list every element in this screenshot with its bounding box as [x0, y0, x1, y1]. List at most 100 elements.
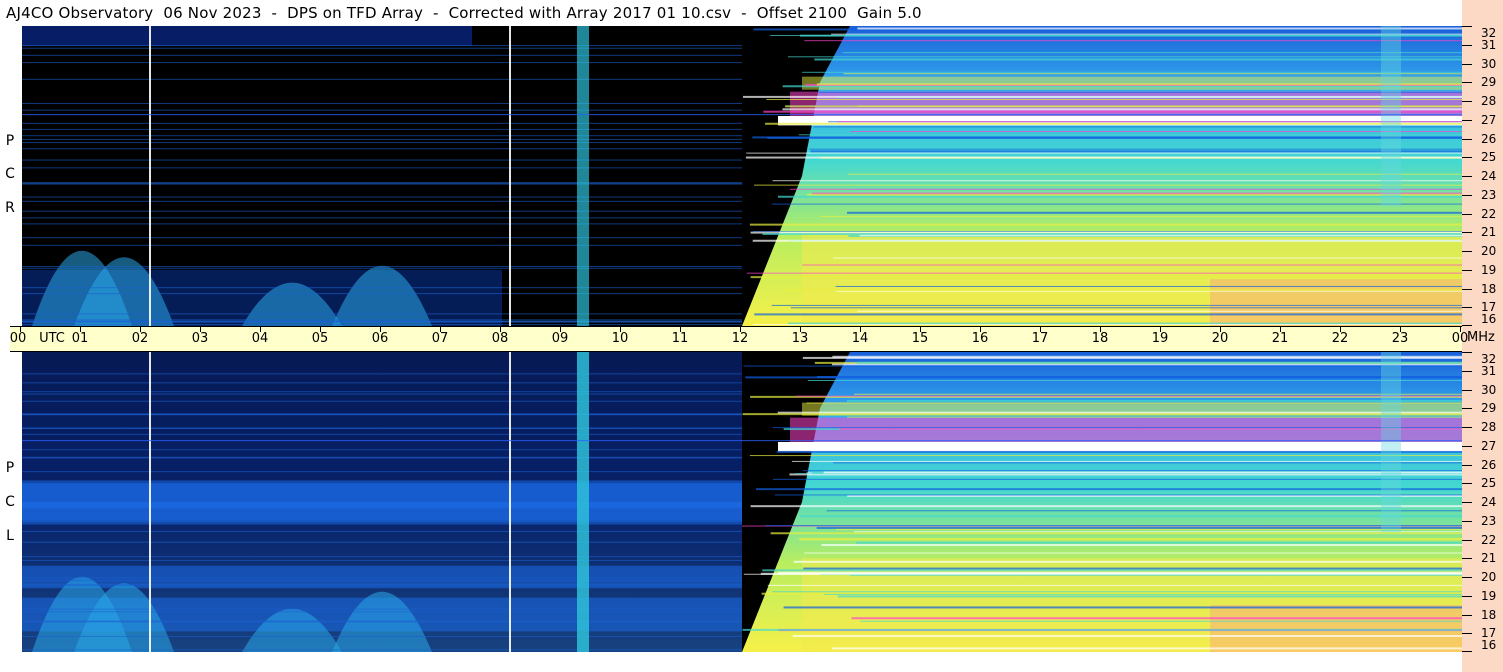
x-tick-mark: [1100, 327, 1101, 332]
night-rfi-streak: [22, 324, 742, 326]
vertical-interference: [1381, 352, 1401, 532]
y-tick-mark: [1462, 288, 1472, 290]
y-tick-mark: [1462, 370, 1472, 372]
x-tick-label: 00: [9, 331, 27, 346]
title-bar: AJ4CO Observatory 06 Nov 2023 - DPS on T…: [0, 0, 1462, 26]
rfi-streak: [750, 395, 1462, 398]
rfi-streak: [762, 569, 1462, 572]
x-tick-label: 07: [431, 331, 449, 346]
night-rfi-streak: [22, 182, 742, 184]
rfi-streak: [833, 257, 1462, 259]
rfi-streak: [742, 413, 1462, 416]
rfi-streak: [799, 537, 1462, 540]
time-marker-line: [509, 352, 511, 652]
rfi-streak: [857, 27, 1462, 30]
night-rfi-streak: [22, 109, 742, 111]
rfi-streak: [776, 450, 1462, 453]
y-tick-mark: [1462, 614, 1472, 616]
y-tick-label: 20: [1481, 244, 1497, 258]
night-rfi-streak: [22, 530, 742, 532]
rcp-label-p: P: [5, 133, 15, 149]
rfi-streak: [749, 223, 1462, 226]
x-tick-label: 17: [1031, 331, 1049, 346]
rfi-streak: [853, 531, 1462, 533]
rfi-streak: [770, 532, 1462, 535]
rfi-streak: [850, 131, 1462, 133]
night-rfi-streak: [22, 148, 742, 150]
time-marker-line: [149, 352, 151, 652]
x-tick-label: 01: [71, 331, 89, 346]
rfi-streak: [743, 365, 1462, 367]
frequency-axis-lcp: 32 31 30 29 28 27 26 25 24 23 22 21 20 19 18 17 16: [1462, 352, 1503, 652]
rfi-streak: [750, 276, 1462, 279]
y-tick-mark: [1462, 119, 1472, 121]
x-tick-label: 22: [1331, 331, 1349, 346]
lcp-spectrogram: [22, 352, 1462, 652]
y-tick-mark: [1462, 213, 1472, 215]
x-tick-mark: [80, 327, 81, 332]
night-rfi-streak: [22, 507, 742, 509]
rfi-streak: [850, 486, 1462, 488]
x-tick-label: 08: [491, 331, 509, 346]
y-tick-mark: [1462, 82, 1472, 84]
night-rfi-streak: [22, 456, 742, 458]
y-tick-mark: [1462, 176, 1472, 177]
rfi-streak: [783, 606, 1462, 609]
rfi-streak: [848, 173, 1462, 175]
rfi-streak: [846, 399, 1462, 402]
x-tick-label: 06: [371, 331, 389, 346]
rfi-streak: [785, 288, 1462, 291]
x-tick-label: 13: [791, 331, 809, 346]
x-tick-label: 04: [251, 331, 269, 346]
night-rfi-streak: [22, 135, 742, 137]
night-band: [22, 565, 742, 589]
y-tick-mark: [1462, 157, 1472, 159]
x-tick-mark: [1400, 327, 1401, 332]
rfi-streak: [820, 215, 1462, 217]
x-tick-label: 16: [971, 331, 989, 346]
rfi-streak: [787, 56, 1462, 58]
night-rfi-streak: [22, 621, 742, 623]
y-tick-mark: [1462, 633, 1472, 635]
rcp-spectrogram: [22, 26, 1462, 326]
y-tick-label: 21: [1481, 551, 1497, 566]
rfi-streak: [765, 525, 1462, 527]
rfi-streak: [835, 528, 1462, 531]
y-tick-mark: [1462, 483, 1472, 485]
y-tick-label: 20: [1481, 570, 1497, 584]
y-tick-mark: [1462, 595, 1472, 597]
rfi-streak: [792, 635, 1462, 638]
rfi-streak: [847, 416, 1462, 418]
night-rfi-streak: [22, 471, 742, 473]
y-tick-mark: [1462, 577, 1472, 578]
y-tick-label: 23: [1481, 513, 1497, 528]
rfi-streak: [831, 33, 1462, 35]
utc-axis-label: UTC: [39, 331, 65, 346]
rfi-streak: [771, 203, 1462, 205]
x-tick-mark: [980, 327, 981, 332]
night-rfi-streak: [22, 319, 742, 321]
y-tick-mark: [1462, 445, 1472, 447]
x-tick-mark: [140, 327, 141, 332]
x-tick-mark: [1220, 327, 1221, 332]
night-top-band: [22, 26, 472, 46]
night-rfi-streak: [22, 393, 742, 395]
ionospheric-hump: [332, 265, 432, 326]
y-tick-mark: [1462, 464, 1472, 466]
night-rfi-streak: [22, 102, 742, 104]
night-rfi-streak: [22, 142, 742, 144]
rfi-streak: [860, 620, 1462, 622]
night-rfi-streak: [22, 313, 742, 315]
y-tick-label: 24: [1481, 169, 1497, 183]
y-tick-label: 31: [1481, 37, 1497, 52]
night-rfi-streak: [22, 608, 742, 610]
x-tick-mark: [860, 327, 861, 332]
rfi-streak: [770, 34, 1462, 36]
rfi-streak: [789, 188, 1462, 190]
y-tick-mark: [1462, 325, 1472, 326]
rfi-streak: [777, 571, 1462, 574]
night-rfi-streak: [22, 520, 742, 522]
y-tick-mark: [1462, 26, 1472, 27]
night-rfi-streak: [22, 457, 742, 459]
time-marker-line: [509, 26, 511, 326]
